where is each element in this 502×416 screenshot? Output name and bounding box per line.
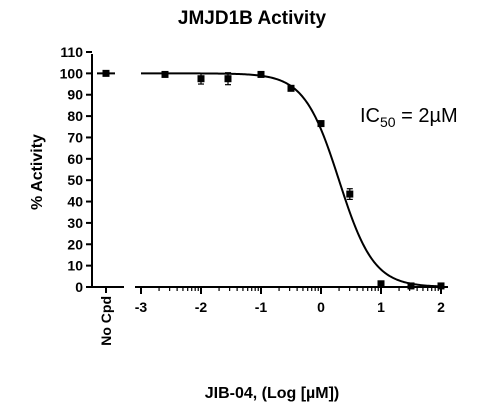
data-point [317, 120, 325, 128]
control-point-group [97, 69, 115, 77]
data-marker [287, 84, 295, 92]
data-marker [257, 70, 265, 78]
data-point [161, 70, 169, 78]
data-point [407, 282, 415, 290]
y-tick-label: 90 [67, 87, 83, 103]
data-point [224, 72, 232, 86]
chart-title: JMJD1B Activity [178, 8, 327, 29]
ic50-value: = 2µM [396, 105, 458, 127]
data-marker [346, 190, 354, 198]
x-tick-label: 1 [377, 299, 385, 315]
data-marker [197, 75, 205, 83]
control-point [102, 69, 110, 77]
y-tick-label: 0 [75, 279, 83, 295]
x-axis-label: JIB-04, (Log [µM]) [205, 385, 340, 402]
control-label: No Cpd [98, 296, 114, 346]
data-point [197, 72, 205, 85]
y-tick-label: 10 [67, 258, 83, 274]
y-tick-label: 100 [60, 65, 84, 81]
y-tick-label: 60 [67, 151, 83, 167]
data-point [257, 70, 265, 78]
y-tick-label: 80 [67, 108, 83, 124]
y-tick-label: 70 [67, 129, 83, 145]
data-marker [437, 282, 445, 290]
data-point [287, 84, 295, 92]
y-axis-label: % Activity [29, 134, 46, 210]
x-tick-label: -3 [135, 299, 148, 315]
ic50-annotation: IC50 = 2µM [360, 105, 458, 130]
data-point [377, 280, 385, 288]
y-tick-label: 110 [60, 44, 83, 60]
data-points [161, 70, 445, 290]
data-marker [407, 282, 415, 290]
y-tick-label: 50 [67, 172, 83, 188]
data-marker [317, 120, 325, 128]
data-marker [224, 75, 232, 83]
y-tick-label: 20 [67, 236, 83, 252]
y-tick-label: 30 [67, 215, 83, 231]
x-tick-label: -1 [255, 299, 268, 315]
x-tick-label: 2 [437, 299, 445, 315]
ic50-subscript: 50 [380, 114, 396, 130]
data-point [346, 188, 354, 201]
data-marker [377, 280, 385, 288]
x-tick-label: 0 [317, 299, 325, 315]
y-axis: 0 10 20 30 40 50 60 70 80 90 100 110 [60, 44, 93, 295]
x-tick-label: -2 [195, 299, 208, 315]
x-axis: -3 -2 -1 0 1 2 No Cpd [92, 286, 448, 346]
y-tick-label: 40 [67, 194, 83, 210]
data-marker [161, 70, 169, 78]
ic50-prefix: IC [360, 105, 380, 127]
data-point [437, 282, 445, 290]
